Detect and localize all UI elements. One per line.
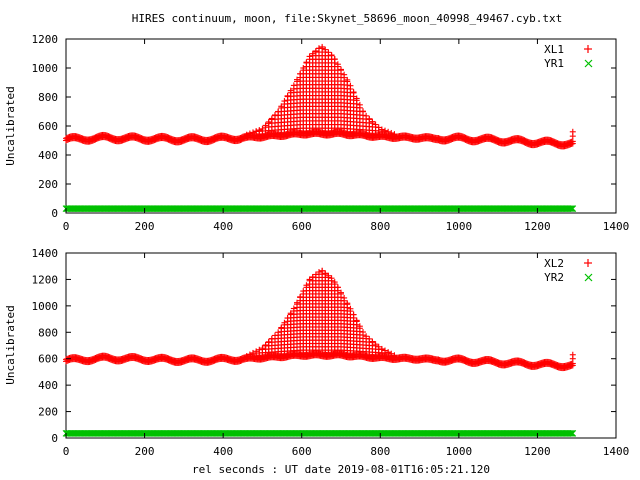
data-point-xl1 xyxy=(256,127,263,134)
y-tick-label: 600 xyxy=(38,353,58,366)
panel-bottom: Uncalibrated 0 200 400 600 800 1000 1200 1400 0 2… xyxy=(4,247,629,458)
x-tick-label: 0 xyxy=(63,220,70,233)
chart-title: HIRES continuum, moon, file:Skynet_58696… xyxy=(132,12,562,25)
data-point-xl1 xyxy=(268,115,275,122)
y-tick-label: 1200 xyxy=(32,273,59,286)
y-tick-label: 800 xyxy=(38,326,58,339)
legend-marker-xl1 xyxy=(584,45,592,53)
y-tick-label: 1000 xyxy=(32,300,59,313)
data-point-xl1 xyxy=(306,53,313,60)
legend-label-xl2: XL2 xyxy=(544,257,564,270)
x-tick-label: 600 xyxy=(292,445,312,458)
data-point-xl1 xyxy=(347,82,354,89)
x-tick-label: 1400 xyxy=(603,220,630,233)
data-point-xl1 xyxy=(569,128,576,135)
x-tick-label: 1000 xyxy=(446,445,473,458)
data-point-xl2 xyxy=(360,329,366,336)
y-tick-label: 0 xyxy=(51,432,58,445)
data-point-xl1 xyxy=(341,71,348,78)
ylabel-top: Uncalibrated xyxy=(4,86,17,165)
y-tick-label: 1400 xyxy=(32,247,59,260)
y-tick-label: 400 xyxy=(38,149,58,162)
ylabel-bottom: Uncalibrated xyxy=(4,305,17,384)
data-point-xl2 xyxy=(569,351,576,358)
x-tick-label: 1200 xyxy=(524,220,551,233)
y-tick-label: 1200 xyxy=(32,33,59,46)
data-point-yr1 xyxy=(568,205,575,213)
panel-top: Uncalibrated 0 200 400 600 800 1000 1200 1400 0 2… xyxy=(4,33,629,233)
data-point-yr1 xyxy=(569,205,577,213)
marks-bottom xyxy=(62,267,577,437)
legend-marker-xl2 xyxy=(584,259,592,267)
x-tick-label: 1000 xyxy=(446,220,473,233)
x-tick-label: 800 xyxy=(370,220,390,233)
data-point-xl1 xyxy=(325,49,332,56)
marks-top xyxy=(62,43,577,213)
x-tick-label: 400 xyxy=(213,445,233,458)
y-tick-label: 800 xyxy=(38,91,58,104)
x-axis-label: rel seconds : UT date 2019-08-01T16:05:2… xyxy=(192,463,490,476)
x-tick-label: 200 xyxy=(135,220,155,233)
y-tick-label: 400 xyxy=(38,379,58,392)
x-tick-label: 1400 xyxy=(603,445,630,458)
data-point-xl1 xyxy=(338,66,344,73)
data-point-xl1 xyxy=(281,98,288,105)
data-point-xl1 xyxy=(331,56,338,63)
y-tick-label: 200 xyxy=(38,406,58,419)
x-tick-label: 200 xyxy=(135,445,155,458)
legend-marker-yr1 xyxy=(584,59,593,68)
data-point-xl1 xyxy=(360,108,366,115)
data-point-xl1 xyxy=(366,115,373,122)
x-tick-label: 800 xyxy=(370,445,390,458)
y-tick-label: 1000 xyxy=(32,62,59,75)
legend-label-yr1: YR1 xyxy=(544,57,564,70)
data-point-xl2 xyxy=(278,324,285,331)
data-point-xl1 xyxy=(363,112,370,119)
data-point-xl1 xyxy=(319,43,326,50)
x-tick-label: 1200 xyxy=(524,445,551,458)
y-tick-label: 600 xyxy=(38,120,58,133)
data-point-xl1 xyxy=(350,89,357,96)
x-tick-label: 600 xyxy=(292,220,312,233)
data-point-xl1 xyxy=(328,52,335,59)
y-tick-label: 200 xyxy=(38,178,58,191)
x-tick-label: 0 xyxy=(63,445,70,458)
y-tick-label: 0 xyxy=(51,207,58,220)
legend-label-xl1: XL1 xyxy=(544,43,564,56)
legend-label-yr2: YR2 xyxy=(544,271,564,284)
data-point-xl2 xyxy=(350,311,357,318)
data-point-xl1 xyxy=(303,59,310,66)
data-point-yr1 xyxy=(567,205,574,213)
legend-marker-yr2 xyxy=(584,273,593,282)
x-tick-label: 400 xyxy=(213,220,233,233)
legend-bottom: XL2 YR2 xyxy=(544,257,593,284)
data-point-xl2 xyxy=(334,284,341,291)
data-point-xl1 xyxy=(356,101,363,108)
legend-top: XL1 YR1 xyxy=(544,43,593,70)
data-point-xl2 xyxy=(275,329,282,336)
